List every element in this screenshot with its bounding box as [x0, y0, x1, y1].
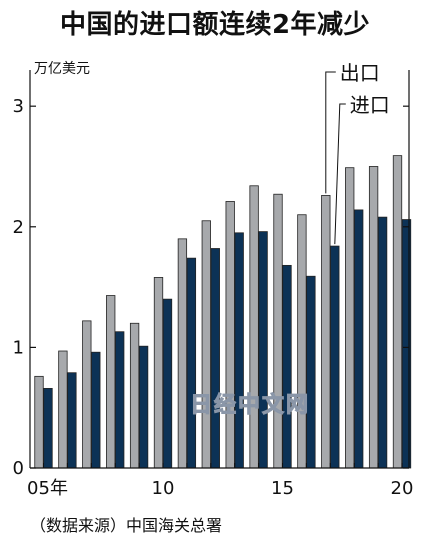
bar-import-2013 — [234, 232, 244, 469]
bar-import-2005 — [43, 387, 53, 469]
watermark-text: 日经中文网 — [190, 392, 310, 418]
bar-import-2014 — [258, 231, 268, 469]
bar-export-2017 — [321, 195, 331, 469]
bar-import-2019 — [377, 216, 388, 469]
bar-export-2018 — [345, 167, 355, 469]
legend-leader-export — [325, 71, 336, 194]
y-tick-label-1: 1 — [13, 337, 24, 358]
bar-import-2009 — [138, 345, 149, 469]
bar-import-2012 — [210, 248, 220, 469]
bar-import-2010 — [162, 298, 173, 469]
legend-label-export: 出口 — [340, 61, 380, 85]
bar-import-2016 — [306, 275, 316, 469]
axes: 0 1 2 3 05年 10 15 20 — [13, 70, 414, 499]
x-tick-label-2005: 05年 — [27, 478, 68, 499]
y-tick-label-0: 0 — [13, 458, 24, 479]
bar-import-2008 — [115, 331, 125, 469]
y-tick-label-2: 2 — [13, 217, 24, 238]
bar-export-2006 — [58, 350, 68, 469]
y-tick-label-3: 3 — [13, 96, 24, 117]
bar-export-2007 — [82, 320, 92, 469]
bar-import-2007 — [91, 351, 101, 469]
bar-export-2009 — [129, 322, 140, 469]
bar-export-2005 — [34, 375, 44, 469]
bar-import-2006 — [67, 372, 77, 469]
source-note: （数据来源）中国海关总署 — [30, 516, 223, 535]
bar-export-2013 — [225, 201, 235, 469]
bar-export-2019 — [368, 166, 379, 469]
bar-import-2011 — [186, 257, 197, 469]
bar-import-2017 — [330, 245, 340, 469]
legend-leader-import — [334, 103, 346, 245]
bar-export-2020 — [392, 155, 403, 469]
x-tick-label-2010: 10 — [152, 478, 175, 499]
bar-export-2010 — [153, 277, 164, 469]
bar-export-2008 — [106, 295, 116, 469]
x-tick-label-2015: 15 — [271, 478, 294, 499]
bar-export-2016 — [297, 214, 307, 469]
bar-export-2014 — [249, 185, 259, 469]
bar-export-2011 — [177, 238, 188, 469]
bar-export-2012 — [201, 220, 211, 469]
bar-import-2018 — [354, 209, 364, 469]
y-axis-unit-label: 万亿美元 — [34, 61, 90, 77]
bar-group — [34, 155, 412, 469]
bar-export-2015 — [273, 193, 283, 469]
chart-title: 中国的进口额连续2年减少 — [59, 10, 371, 40]
x-tick-label-2020: 20 — [391, 478, 414, 499]
bar-import-2015 — [282, 264, 292, 469]
legend-label-import: 进口 — [350, 93, 390, 117]
